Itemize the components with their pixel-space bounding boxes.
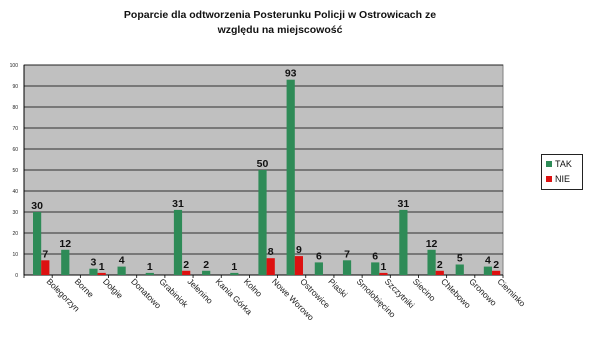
x-tick-label: Kolno <box>242 276 265 299</box>
data-label: 5 <box>457 253 463 265</box>
legend-label-tak: TAK <box>555 159 572 169</box>
chart-title: Poparcie dla odtworzenia Posterunku Poli… <box>50 8 510 38</box>
bar-nie <box>97 272 106 275</box>
bar-tak <box>89 268 98 275</box>
data-label: 2 <box>203 259 209 271</box>
y-tick-label: 20 <box>12 231 18 237</box>
bar-nie <box>41 260 50 275</box>
data-label: 8 <box>268 246 274 258</box>
x-tick-label: Piaski <box>326 276 349 299</box>
data-label: 12 <box>426 238 438 250</box>
bar-tak <box>145 272 154 275</box>
bar-nie <box>266 258 275 275</box>
bar-tak <box>117 266 126 275</box>
data-label: 3 <box>91 257 97 269</box>
bar-nie <box>435 270 444 275</box>
bar-tak <box>342 260 352 275</box>
bar-tak <box>173 209 183 275</box>
y-tick-label: 70 <box>12 126 18 132</box>
bar-tak <box>455 264 464 275</box>
data-label: 4 <box>485 255 491 267</box>
x-tick-label: Cieminko <box>495 276 527 308</box>
x-tick-label: Dołgie <box>101 276 125 300</box>
data-label: 1 <box>147 261 153 273</box>
data-label: 93 <box>285 68 297 80</box>
data-label: 30 <box>31 200 43 212</box>
chart-title-line-1: Poparcie dla odtworzenia Posterunku Poli… <box>123 9 437 21</box>
data-label: 4 <box>119 255 125 267</box>
y-tick-label: 50 <box>12 168 18 174</box>
bar-tak <box>483 266 493 275</box>
y-tick-label: 30 <box>12 210 18 216</box>
bar-tak <box>258 170 267 275</box>
y-tick-label: 0 <box>15 273 18 279</box>
data-label: 9 <box>296 244 302 256</box>
bar-tak <box>61 249 70 275</box>
data-label: 2 <box>437 259 443 271</box>
data-label: 6 <box>372 250 378 262</box>
bar-nie <box>492 270 501 275</box>
bar-tak <box>230 272 239 275</box>
bar-tak <box>286 79 295 275</box>
y-tick-label: 80 <box>12 105 18 111</box>
bar-tak <box>427 249 436 275</box>
legend: TAK NIE <box>541 154 583 190</box>
data-label: 7 <box>42 248 48 260</box>
data-label: 12 <box>59 238 71 250</box>
y-tick-label: 100 <box>10 63 19 69</box>
x-tick-label: Grabiniok <box>157 276 190 309</box>
legend-item-tak: TAK <box>546 159 572 169</box>
legend-item-nie: NIE <box>546 174 570 184</box>
y-tick-label: 90 <box>12 84 18 90</box>
data-label: 31 <box>172 198 184 210</box>
data-label: 50 <box>257 158 269 170</box>
x-tick-label: Siecino <box>411 276 438 303</box>
bar-tak <box>314 262 323 275</box>
bar-tak <box>202 270 211 275</box>
bar-tak <box>371 262 380 275</box>
bar-nie <box>379 272 388 275</box>
bar-nie <box>294 256 303 275</box>
y-tick-label: 60 <box>12 147 18 153</box>
data-label: 6 <box>316 250 322 262</box>
chart-title-line-2: względu na miejscowość <box>217 24 343 36</box>
x-tick-label: Borne <box>73 276 96 299</box>
bar-tak <box>399 209 408 275</box>
data-label: 7 <box>344 248 350 260</box>
data-label: 1 <box>231 261 237 273</box>
data-label: 1 <box>99 261 105 273</box>
data-label: 2 <box>183 259 189 271</box>
legend-label-nie: NIE <box>555 174 571 184</box>
data-label: 1 <box>380 261 386 273</box>
data-label: 31 <box>398 198 410 210</box>
y-tick-label: 40 <box>12 189 18 195</box>
bar-nie <box>182 270 191 275</box>
data-label: 2 <box>493 259 499 271</box>
legend-swatch-tak <box>546 161 552 167</box>
legend-swatch-nie <box>546 176 552 182</box>
y-tick-label: 10 <box>12 252 18 258</box>
bar-tak <box>33 212 42 275</box>
